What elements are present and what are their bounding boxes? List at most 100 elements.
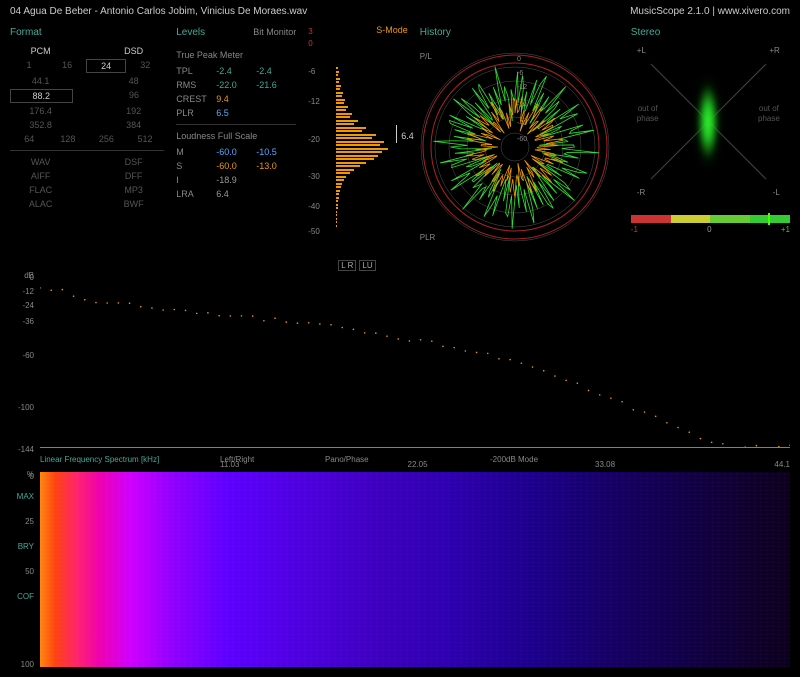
spectro-ytick: 100 xyxy=(21,660,34,669)
correlation-marker xyxy=(768,213,770,225)
vectorscope: +L +R -R -L out ofphase out ofphase xyxy=(631,44,786,199)
level-row: RMS-22.0-21.6 xyxy=(176,78,296,92)
corner-bl: -R xyxy=(637,188,645,197)
level-row: LRA6.4 xyxy=(176,187,296,201)
corner-tl: +L xyxy=(637,46,646,55)
rate-option[interactable]: 384 xyxy=(103,119,164,131)
bit-option[interactable]: 32 xyxy=(126,59,164,73)
bit-depth-row: 1162432 xyxy=(10,58,164,74)
multiplier-row: 64128256512 xyxy=(10,132,164,146)
spec-xtick: 22.05 xyxy=(408,460,428,469)
tpm-label: True Peak Meter xyxy=(176,50,296,60)
filename: 04 Agua De Beber - Antonio Carlos Jobim,… xyxy=(10,6,307,17)
pl-label: P/L xyxy=(420,52,432,61)
container-option[interactable]: DFF xyxy=(103,170,164,182)
app-info: MusicScope 2.1.0 | www.xivero.com xyxy=(630,6,790,17)
lfs-label: Loudness Full Scale xyxy=(176,131,296,141)
spectrum-panel: dB 0-12-24-36-60-100-144 Linear Frequenc… xyxy=(10,273,790,468)
spec-ytick: -24 xyxy=(22,301,34,310)
levels-panel: Levels Bit Monitor True Peak Meter TPL-2… xyxy=(176,27,296,273)
rate-option[interactable]: 176.4 xyxy=(10,105,71,117)
dsd-label[interactable]: DSD xyxy=(103,45,164,57)
meter-tick: -40 xyxy=(308,202,320,211)
pcm-label[interactable]: PCM xyxy=(10,45,71,57)
svg-text:0: 0 xyxy=(517,56,521,63)
multi-option[interactable]: 512 xyxy=(126,133,165,145)
level-row: CREST9.4 xyxy=(176,92,296,106)
spectrum-plot xyxy=(40,273,790,448)
spectro-ytick: BRY xyxy=(18,542,34,551)
plr-label: PLR xyxy=(420,233,436,242)
format-title: Format xyxy=(10,27,164,38)
stereo-title: Stereo xyxy=(631,27,790,38)
level-row: I-18.9 xyxy=(176,173,296,187)
spec-ytick: -144 xyxy=(18,445,34,454)
levels-title: Levels xyxy=(176,27,205,38)
meter-tick: -6 xyxy=(308,67,315,76)
out-phase-l: out ofphase xyxy=(637,104,659,123)
level-row: TPL-2.4-2.4 xyxy=(176,64,296,78)
svg-text:-60: -60 xyxy=(517,136,527,143)
spec-ytick: -100 xyxy=(18,403,34,412)
meter-tick: -12 xyxy=(308,97,320,106)
multi-option[interactable]: 256 xyxy=(87,133,126,145)
spectrum-pano-button[interactable]: Pano/Phase xyxy=(325,455,369,464)
container-option[interactable]: BWF xyxy=(103,198,164,210)
corner-tr: +R xyxy=(769,46,779,55)
multi-option[interactable]: 128 xyxy=(49,133,88,145)
level-row: M-60.0-10.5 xyxy=(176,145,296,159)
rate-option[interactable]: 192 xyxy=(103,105,164,117)
container-option[interactable]: FLAC xyxy=(10,184,71,196)
bit-option[interactable]: 1 xyxy=(10,59,48,73)
spectro-ytick: MAX xyxy=(17,492,34,501)
rate-option[interactable]: 44.1 xyxy=(10,75,71,87)
container-option[interactable]: AIFF xyxy=(10,170,71,182)
rate-option[interactable]: 96 xyxy=(104,89,165,103)
spec-ytick: -60 xyxy=(22,351,34,360)
rate-option[interactable]: 352.8 xyxy=(10,119,71,131)
out-phase-r: out ofphase xyxy=(758,104,780,123)
container-option[interactable]: ALAC xyxy=(10,198,71,210)
lr-lu-toggle[interactable]: L RLU xyxy=(338,260,375,271)
spectrum-mode-button[interactable]: Linear Frequency Spectrum [kHz] xyxy=(40,455,159,464)
spectrogram-image xyxy=(40,472,790,667)
level-row: S-60.0-13.0 xyxy=(176,159,296,173)
spectro-ytick: COF xyxy=(17,592,34,601)
spectrum-db-button[interactable]: -200dB Mode xyxy=(490,455,538,464)
spectro-ytick: 0 xyxy=(30,472,34,481)
rate-option[interactable]: 48 xyxy=(103,75,164,87)
rate-option[interactable]: 88.2 xyxy=(10,89,73,103)
meter-tick: -20 xyxy=(308,135,320,144)
history-panel: History 0-6-12-24-40-60 P/L PLR xyxy=(420,27,619,273)
spectro-ytick: 25 xyxy=(25,517,34,526)
container-option[interactable]: MP3 xyxy=(103,184,164,196)
bit-monitor-label[interactable]: Bit Monitor xyxy=(253,27,296,44)
spec-ytick: 0 xyxy=(30,273,34,282)
spec-ytick: -36 xyxy=(22,317,34,326)
spec-xtick: 11.03 xyxy=(220,460,239,469)
corner-br: -L xyxy=(773,188,780,197)
meter-tick: -50 xyxy=(308,227,320,236)
meter-tick: 3 xyxy=(308,27,312,36)
spectrogram-panel: % 0MAX25BRY50COF100 xyxy=(10,472,790,667)
bit-option[interactable]: 24 xyxy=(86,59,126,73)
svg-text:-12: -12 xyxy=(517,84,527,91)
correlation-labels: -1 0 +1 xyxy=(631,225,790,234)
meter-tick: -30 xyxy=(308,172,320,181)
meter-value: 6.4 xyxy=(401,131,414,141)
level-row: PLR6.5 xyxy=(176,106,296,120)
container-option[interactable]: WAV xyxy=(10,156,71,168)
meter-tick: 0 xyxy=(308,39,312,48)
spectro-ytick: 50 xyxy=(25,567,34,576)
meter-marker xyxy=(396,125,397,143)
history-title: History xyxy=(420,27,451,38)
correlation-bar xyxy=(631,215,790,223)
polar-plot: 0-6-12-24-40-60 P/L PLR xyxy=(420,52,610,242)
bit-option[interactable]: 16 xyxy=(48,59,86,73)
container-option[interactable]: DSF xyxy=(103,156,164,168)
title-bar: 04 Agua De Beber - Antonio Carlos Jobim,… xyxy=(0,0,800,23)
meter-panel: S-Mode 30-6-12-20-30-40-50 6.4 L RLU xyxy=(308,27,408,273)
spec-xtick: 33.08 xyxy=(595,460,615,469)
spec-ytick: -12 xyxy=(22,287,34,296)
multi-option[interactable]: 64 xyxy=(10,133,49,145)
